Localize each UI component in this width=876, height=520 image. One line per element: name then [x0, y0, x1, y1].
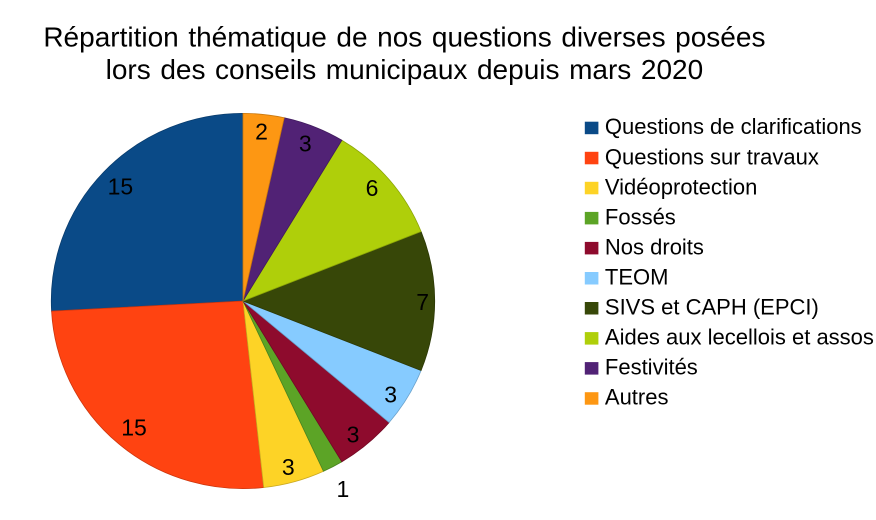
svg-text:Nos droits: Nos droits: [605, 234, 704, 259]
svg-text:7: 7: [416, 289, 429, 315]
svg-text:lors des conseils municipaux d: lors des conseils municipaux depuis mars…: [106, 54, 704, 85]
svg-text:Répartition thématique de nos: Répartition thématique de nos questions …: [43, 22, 765, 53]
svg-text:15: 15: [121, 415, 147, 441]
svg-text:6: 6: [366, 175, 379, 201]
svg-text:Questions sur travaux: Questions sur travaux: [605, 144, 819, 169]
svg-text:3: 3: [282, 454, 295, 480]
svg-text:Vidéoprotection: Vidéoprotection: [605, 174, 758, 199]
svg-text:Festivités: Festivités: [605, 355, 698, 380]
svg-text:Autres: Autres: [605, 385, 669, 410]
svg-text:Fossés: Fossés: [605, 204, 676, 229]
svg-text:3: 3: [347, 422, 360, 448]
svg-text:15: 15: [108, 174, 134, 200]
svg-text:TEOM: TEOM: [605, 265, 669, 290]
svg-text:SIVS et CAPH (EPCI): SIVS et CAPH (EPCI): [605, 295, 819, 320]
svg-text:2: 2: [255, 119, 268, 145]
svg-text:1: 1: [337, 476, 350, 502]
svg-text:Aides aux lecellois et assos: Aides aux lecellois et assos: [605, 325, 874, 350]
svg-text:Questions de clarifications: Questions de clarifications: [605, 114, 862, 139]
svg-text:3: 3: [384, 381, 397, 407]
svg-text:3: 3: [299, 131, 312, 157]
